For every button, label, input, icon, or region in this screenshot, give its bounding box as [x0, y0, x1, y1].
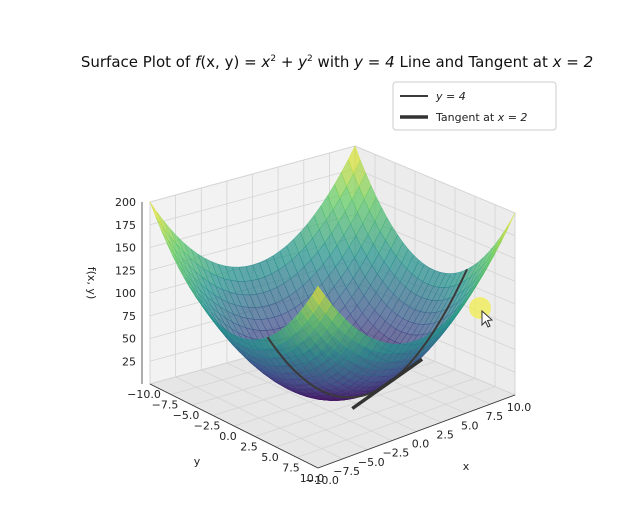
- x-tick-label: −5.0: [358, 456, 385, 469]
- z-tick-label: 200: [115, 196, 136, 209]
- x-tick-label: 0.0: [412, 438, 430, 451]
- x-tick-label: 7.5: [486, 410, 504, 423]
- cursor-arrow-icon: [481, 309, 494, 328]
- y-tick-label: 0.0: [219, 430, 237, 443]
- z-axis-label: f(x, y): [85, 267, 98, 299]
- y-tick-label: 10.0: [300, 472, 325, 485]
- x-tick-label: 5.0: [461, 419, 479, 432]
- legend-box: [392, 81, 557, 131]
- z-tick-label: 100: [115, 287, 136, 300]
- series-curves: [266, 268, 468, 410]
- y-tick-label: −10.0: [127, 388, 161, 401]
- surface-mesh: [149, 145, 516, 401]
- y-tick-label: −7.5: [152, 399, 179, 412]
- x-axis-line: [317, 394, 516, 469]
- z-tick-label: 50: [122, 333, 136, 346]
- series-line-y4: [266, 268, 468, 399]
- x-axis-label: x: [463, 460, 470, 473]
- legend: y = 4 Tangent at x = 2: [392, 81, 557, 131]
- y-tick-label: −5.0: [173, 409, 200, 422]
- y-axis-label: y: [194, 455, 201, 468]
- x-tick-label: 10.0: [507, 401, 532, 414]
- surface-patch: [312, 285, 325, 305]
- x-tick-label: 2.5: [436, 428, 454, 441]
- y-tick-label: 7.5: [282, 462, 300, 475]
- legend-label-tangent: Tangent at x = 2: [435, 111, 527, 124]
- mouse-cursor: [469, 297, 494, 328]
- z-tick-label: 125: [115, 264, 136, 277]
- x-tick-label: −10.0: [305, 474, 339, 487]
- z-tick-label: 25: [122, 355, 136, 368]
- legend-label-y4-line: y = 4: [435, 90, 466, 103]
- y-tick-label: 5.0: [261, 451, 279, 464]
- tick-labels: 255075100125150175200−10.0−7.5−5.0−2.50.…: [115, 196, 531, 487]
- z-tick-label: 75: [122, 310, 136, 323]
- x-tick-label: −7.5: [333, 465, 360, 478]
- y-tick-label: −2.5: [194, 420, 221, 433]
- series-tangent-line: [351, 357, 424, 410]
- y-axis-line: [149, 383, 319, 469]
- chart-title: Surface Plot of f(x, y) = x2 + y2 with y…: [81, 53, 593, 71]
- x-tick-label: −2.5: [383, 447, 410, 460]
- z-tick-label: 175: [115, 219, 136, 232]
- z-tick-label: 150: [115, 242, 136, 255]
- y-tick-label: 2.5: [240, 441, 258, 454]
